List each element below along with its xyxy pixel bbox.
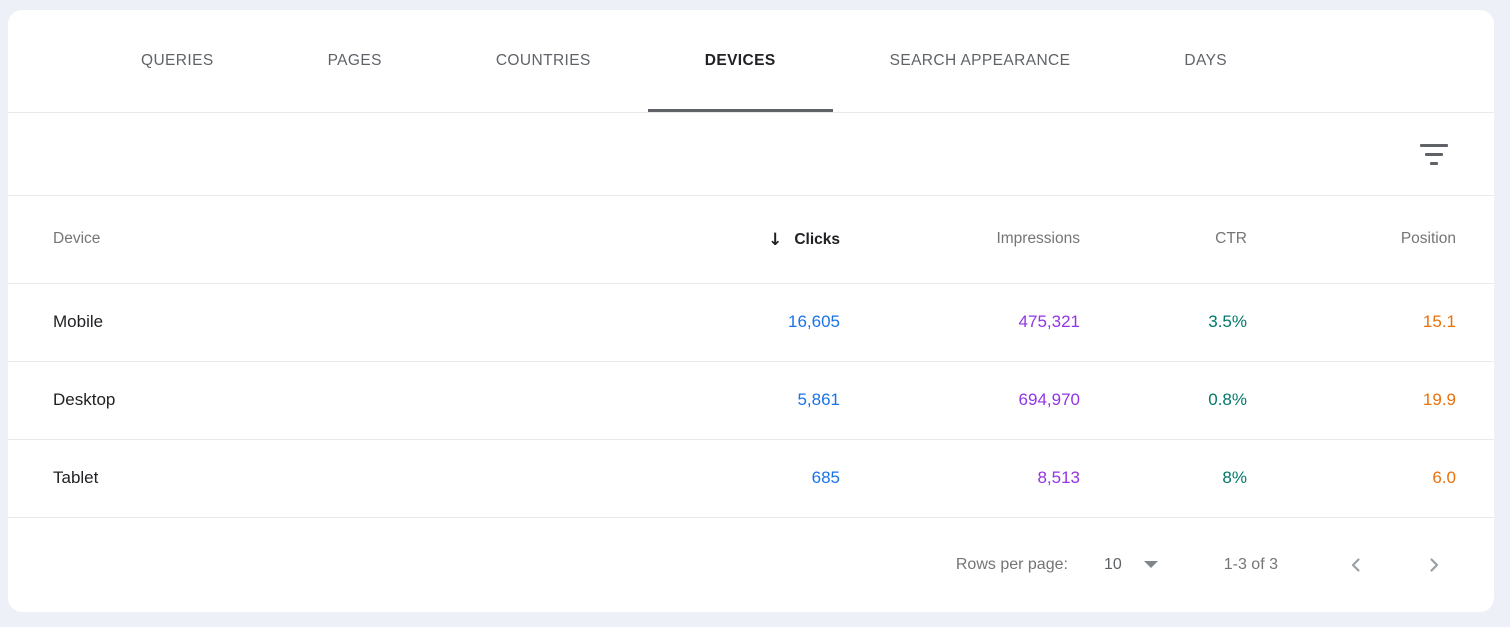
column-header-impressions[interactable]: Impressions <box>840 196 1080 284</box>
rows-per-page-value: 10 <box>1103 555 1122 573</box>
pagination-range-label: 1-3 of 3 <box>1223 555 1278 573</box>
device-cell: Desktop <box>53 390 116 409</box>
impressions-cell: 694,970 <box>1018 390 1080 409</box>
clicks-cell: 685 <box>811 468 840 487</box>
tab-queries[interactable]: QUERIES <box>141 52 214 69</box>
ctr-cell: 8% <box>1222 468 1247 487</box>
performance-table-card: QUERIES PAGES COUNTRIES DEVICES SEARCH A… <box>8 10 1494 612</box>
column-header-clicks-label: Clicks <box>794 231 840 249</box>
ctr-cell: 3.5% <box>1208 312 1247 331</box>
device-cell: Tablet <box>53 468 99 487</box>
table-header-row: Device ↓ Clicks Impressions CTR Position <box>8 196 1494 284</box>
ctr-cell: 0.8% <box>1208 390 1247 409</box>
device-cell: Mobile <box>53 312 104 331</box>
clicks-cell: 5,861 <box>797 390 840 409</box>
impressions-cell: 8,513 <box>1037 468 1080 487</box>
column-header-ctr[interactable]: CTR <box>1080 196 1247 284</box>
dimension-tabbar: QUERIES PAGES COUNTRIES DEVICES SEARCH A… <box>8 10 1494 113</box>
tab-countries[interactable]: COUNTRIES <box>495 52 591 69</box>
clicks-cell: 16,605 <box>788 312 840 331</box>
table-row-tablet[interactable]: Tablet 685 8,513 8% 6.0 <box>8 439 1494 517</box>
sort-descending-icon: ↓ <box>768 230 783 251</box>
column-header-position[interactable]: Position <box>1247 196 1494 284</box>
tab-days[interactable]: DAYS <box>1184 52 1228 69</box>
position-cell: 6.0 <box>1432 468 1456 487</box>
position-cell: 19.9 <box>1422 390 1456 409</box>
previous-page-button[interactable] <box>1336 545 1376 585</box>
table-row-desktop[interactable]: Desktop 5,861 694,970 0.8% 19.9 <box>8 361 1494 439</box>
rows-per-page-label: Rows per page: <box>955 555 1068 573</box>
chevron-right-icon <box>1430 557 1439 572</box>
tab-search-appearance[interactable]: SEARCH APPEARANCE <box>889 52 1071 69</box>
column-header-clicks[interactable]: ↓ Clicks <box>650 196 840 284</box>
impressions-cell: 475,321 <box>1018 312 1080 331</box>
dropdown-caret-icon <box>1143 561 1158 568</box>
tab-pages[interactable]: PAGES <box>327 52 382 69</box>
next-page-button[interactable] <box>1414 545 1454 585</box>
tab-devices[interactable]: DEVICES <box>647 10 833 112</box>
column-header-device[interactable]: Device <box>8 196 650 284</box>
filter-row <box>8 113 1494 196</box>
pagination-bar: Rows per page: 10 1-3 of 3 <box>8 518 1494 612</box>
chevron-left-icon <box>1351 557 1360 572</box>
table-row-mobile[interactable]: Mobile 16,605 475,321 3.5% 15.1 <box>8 283 1494 361</box>
rows-per-page-select[interactable]: 10 <box>1104 556 1158 574</box>
devices-table: Device ↓ Clicks Impressions CTR Position … <box>8 196 1494 518</box>
position-cell: 15.1 <box>1422 312 1456 331</box>
filter-button[interactable] <box>1414 134 1454 174</box>
